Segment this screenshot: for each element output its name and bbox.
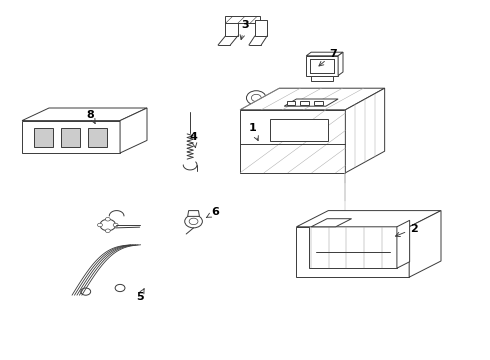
Polygon shape [255, 20, 267, 36]
Text: 1: 1 [248, 123, 258, 140]
Circle shape [246, 91, 266, 105]
Circle shape [185, 215, 202, 228]
Circle shape [98, 223, 102, 227]
Circle shape [100, 219, 116, 231]
Polygon shape [240, 110, 345, 173]
Polygon shape [338, 52, 343, 76]
Circle shape [105, 217, 110, 221]
Polygon shape [22, 108, 147, 121]
Polygon shape [314, 101, 323, 105]
Polygon shape [296, 227, 409, 277]
Circle shape [115, 284, 125, 292]
Polygon shape [311, 219, 351, 227]
Polygon shape [88, 128, 107, 147]
Polygon shape [270, 119, 328, 141]
Text: 7: 7 [319, 49, 337, 66]
Polygon shape [284, 99, 338, 106]
Polygon shape [311, 76, 333, 81]
Polygon shape [306, 52, 343, 56]
Text: 8: 8 [87, 110, 95, 123]
Circle shape [113, 223, 118, 227]
Text: 4: 4 [190, 132, 197, 148]
Polygon shape [188, 211, 199, 216]
Polygon shape [409, 211, 441, 277]
Circle shape [81, 288, 91, 295]
Polygon shape [120, 108, 147, 153]
Polygon shape [34, 128, 53, 147]
Text: 2: 2 [395, 224, 418, 237]
Polygon shape [287, 101, 295, 105]
Text: 3: 3 [240, 20, 249, 40]
Text: 6: 6 [206, 207, 220, 217]
Polygon shape [345, 88, 385, 173]
Polygon shape [225, 20, 238, 36]
Text: 5: 5 [136, 289, 144, 302]
Polygon shape [397, 220, 410, 268]
Polygon shape [296, 211, 441, 227]
Circle shape [248, 152, 266, 165]
Polygon shape [22, 121, 120, 153]
Polygon shape [300, 101, 309, 105]
Circle shape [105, 229, 110, 233]
Polygon shape [306, 56, 338, 76]
Polygon shape [225, 16, 260, 23]
Polygon shape [240, 88, 385, 110]
Polygon shape [61, 128, 80, 147]
